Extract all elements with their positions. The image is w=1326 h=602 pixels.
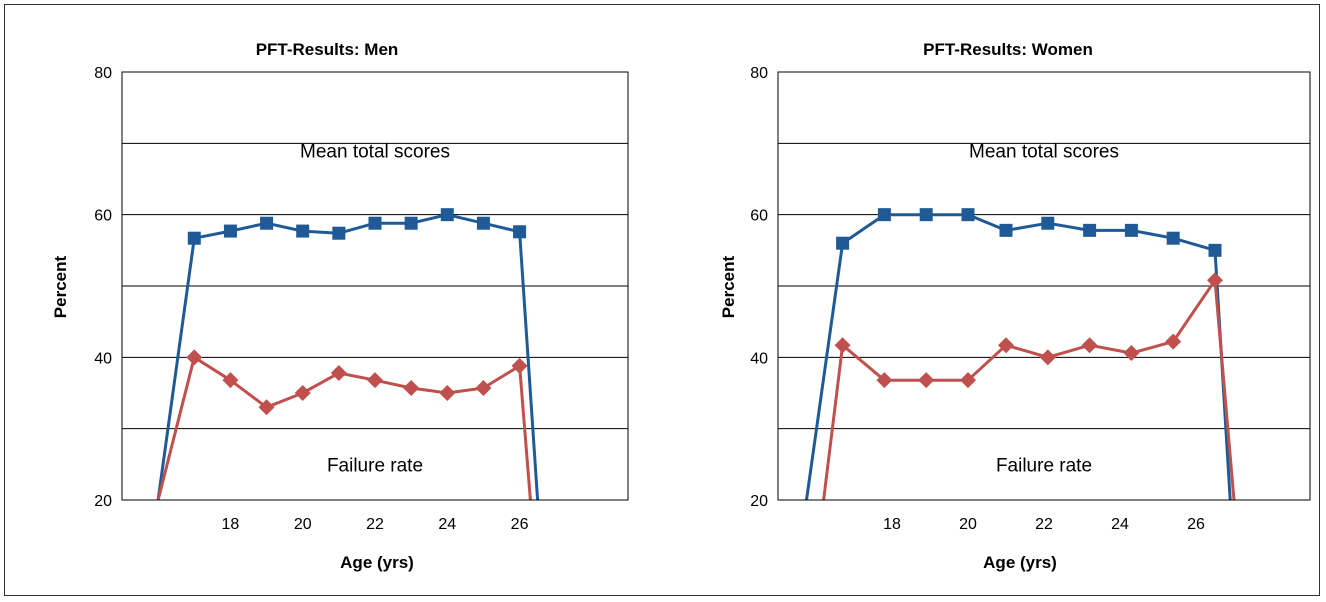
grid-lines [122,142,628,430]
x-tick-label: 26 [511,516,529,533]
y-axis-label: Percent [51,255,70,318]
data-point-diamond [186,349,203,366]
annotation-label: Mean total scores [300,142,450,163]
data-point-square [1083,223,1097,237]
chart-title: PFT-Results: Women [923,40,1093,59]
data-point-diamond [1165,333,1182,350]
figure-frame [4,4,1320,596]
tick-labels: 20 40 60 80 18 20 22 24 26 [94,65,528,533]
data-point-diamond [876,372,893,389]
data-point-square [961,208,975,222]
x-tick-label: 22 [366,516,384,533]
data-point-diamond [294,385,311,401]
annotation-label: Failure rate [996,455,1092,476]
chart-panel-men: PFT-Results: Men Percent Age (yrs) 20 40 6… [51,40,629,572]
chart-title: PFT-Results: Men [256,40,399,59]
y-tick-label: 40 [750,350,768,367]
series-group [805,208,1236,500]
data-point-diamond [439,385,456,401]
data-point-diamond [1207,272,1223,289]
y-tick-label: 80 [750,65,768,82]
data-point-square [404,216,418,230]
data-point-diamond [960,372,976,389]
y-tick-label: 60 [94,208,112,225]
data-point-diamond [834,337,851,354]
data-point-diamond [918,372,935,389]
plot-area-border [121,71,629,501]
data-point-square [440,208,454,222]
x-tick-label: 22 [1035,516,1053,533]
data-point-diamond [475,380,492,397]
x-tick-label: 20 [294,516,312,533]
data-point-square [836,236,850,250]
data-point-square [223,224,237,238]
y-tick-label: 40 [94,350,112,367]
data-point-square [476,216,490,230]
data-point-square [919,208,933,222]
x-tick-label: 26 [1187,516,1205,533]
data-point-square [1166,231,1180,245]
annotation-label: Mean total scores [969,142,1119,163]
y-tick-label: 20 [94,493,112,510]
data-point-square [513,225,527,239]
series-line [805,213,1232,500]
data-point-square [368,216,382,230]
series-group [156,208,540,500]
data-point-square [332,226,346,240]
data-point-square [260,216,274,230]
tick-labels: 20 40 60 80 18 20 22 24 26 [750,65,1205,533]
data-point-square [999,223,1013,237]
data-point-square [1208,243,1222,257]
x-axis-label: Age (yrs) [340,553,414,572]
data-point-diamond [1123,345,1140,362]
data-point-diamond [1081,337,1098,354]
data-point-diamond [1039,349,1056,366]
data-point-square [1041,216,1055,230]
data-point-diamond [998,337,1014,354]
y-tick-label: 80 [94,65,112,82]
chart-panel-women: PFT-Results: Women Percent Age (yrs) 20 4… [719,40,1311,572]
x-axis-label: Age (yrs) [983,553,1057,572]
plot-area-border [777,71,1311,501]
data-point-square [296,224,310,238]
series-line [822,278,1236,500]
annotations: Mean total scores Failure rate [969,142,1119,477]
annotation-label: Failure rate [327,455,423,476]
annotations: Mean total scores Failure rate [300,142,450,477]
x-tick-label: 24 [438,516,456,533]
data-point-square [187,231,201,245]
data-point-diamond [258,399,275,416]
data-point-diamond [222,372,239,389]
x-tick-label: 20 [959,516,977,533]
data-point-square [877,208,891,222]
grid-lines [778,142,1310,430]
data-point-diamond [403,380,420,397]
x-tick-label: 18 [222,516,240,533]
y-tick-label: 60 [750,208,768,225]
data-point-diamond [330,365,347,382]
y-tick-label: 20 [750,493,768,510]
x-tick-label: 18 [883,516,901,533]
x-tick-label: 24 [1111,516,1129,533]
data-point-diamond [367,372,383,389]
data-point-diamond [511,357,528,374]
series-line [156,355,532,500]
y-axis-label: Percent [719,255,738,318]
data-point-square [1124,223,1138,237]
